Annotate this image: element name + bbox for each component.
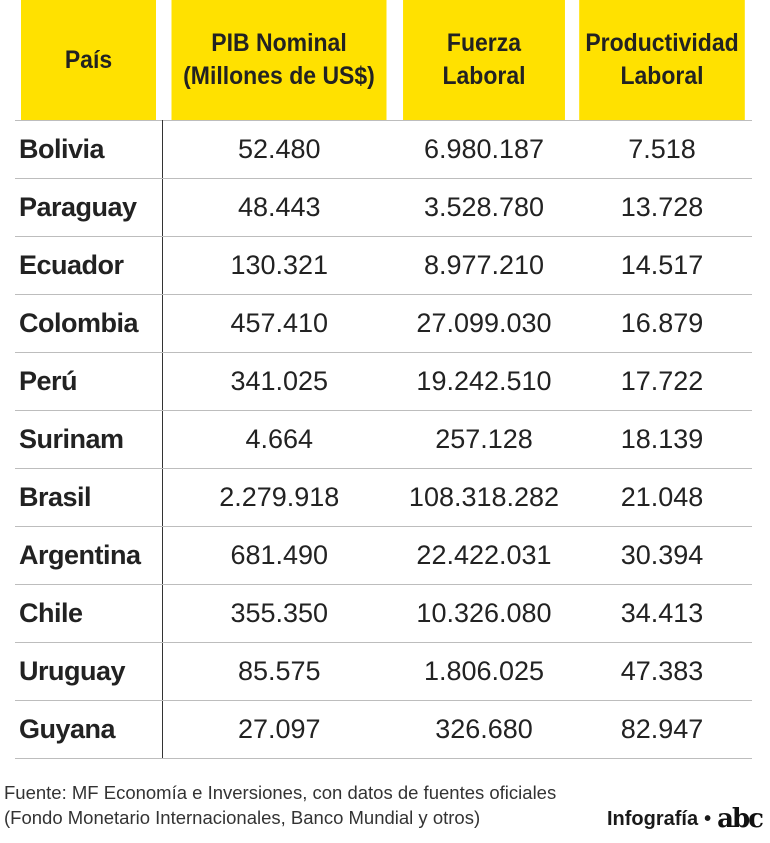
table-row: Guyana 27.097 326.680 82.947 [15, 700, 752, 759]
cell-labor-force: 19.242.510 [396, 352, 572, 411]
cell-labor-force: 8.977.210 [396, 236, 572, 295]
credit-separator: • [704, 807, 712, 830]
table-header: País PIB Nominal (Millones de US$) Fuerz… [15, 0, 752, 121]
cell-labor-force: 10.326.080 [396, 584, 572, 643]
credit: Infografía • abc [607, 804, 764, 834]
cell-productivity: 14.517 [572, 236, 752, 295]
cell-labor-force: 27.099.030 [396, 294, 572, 353]
table-row: Uruguay 85.575 1.806.025 47.383 [15, 642, 752, 701]
cell-gdp: 681.490 [162, 526, 396, 585]
cell-productivity: 82.947 [572, 700, 752, 759]
cell-gdp: 4.664 [162, 410, 396, 469]
cell-country: Argentina [15, 526, 163, 585]
cell-gdp: 48.443 [162, 178, 396, 237]
cell-productivity: 47.383 [572, 642, 752, 701]
source-note: Fuente: MF Economía e Inversiones, con d… [4, 780, 556, 830]
cell-country: Colombia [15, 294, 163, 353]
cell-gdp: 341.025 [162, 352, 396, 411]
table-row: Surinam 4.664 257.128 18.139 [15, 410, 752, 469]
table-row: Bolivia 52.480 6.980.187 7.518 [15, 120, 752, 179]
cell-gdp: 27.097 [162, 700, 396, 759]
table-row: Ecuador 130.321 8.977.210 14.517 [15, 236, 752, 295]
table-row: Chile 355.350 10.326.080 34.413 [15, 584, 752, 643]
header-row: País PIB Nominal (Millones de US$) Fuerz… [15, 0, 752, 121]
cell-country: Chile [15, 584, 163, 643]
data-table-container: País PIB Nominal (Millones de US$) Fuerz… [15, 0, 752, 759]
table-row: Brasil 2.279.918 108.318.282 21.048 [15, 468, 752, 527]
cell-productivity: 7.518 [572, 120, 752, 179]
credit-label: Infografía [607, 807, 699, 830]
cell-country: Surinam [15, 410, 163, 469]
cell-labor-force: 22.422.031 [396, 526, 572, 585]
cell-gdp: 130.321 [162, 236, 396, 295]
cell-country: Guyana [15, 700, 163, 759]
cell-country: Uruguay [15, 642, 163, 701]
table-row: Paraguay 48.443 3.528.780 13.728 [15, 178, 752, 237]
cell-productivity: 16.879 [572, 294, 752, 353]
cell-gdp: 457.410 [162, 294, 396, 353]
abc-logo: abc [717, 804, 764, 834]
cell-productivity: 17.722 [572, 352, 752, 411]
cell-labor-force: 326.680 [396, 700, 572, 759]
cell-productivity: 30.394 [572, 526, 752, 585]
cell-productivity: 34.413 [572, 584, 752, 643]
column-header-gdp: PIB Nominal (Millones de US$) [171, 0, 387, 121]
cell-gdp: 85.575 [162, 642, 396, 701]
cell-gdp: 2.279.918 [162, 468, 396, 527]
cell-labor-force: 6.980.187 [396, 120, 572, 179]
table-row: Perú 341.025 19.242.510 17.722 [15, 352, 752, 411]
cell-productivity: 21.048 [572, 468, 752, 527]
column-header-country: País [20, 0, 157, 121]
table-body: Bolivia 52.480 6.980.187 7.518 Paraguay … [15, 120, 752, 759]
source-line: (Fondo Monetario Internacionales, Banco … [4, 807, 481, 828]
cell-country: Brasil [15, 468, 163, 527]
cell-productivity: 18.139 [572, 410, 752, 469]
source-line: Fuente: MF Economía e Inversiones, con d… [4, 782, 557, 803]
column-header-productivity: Productividad Laboral [579, 0, 745, 121]
cell-gdp: 52.480 [162, 120, 396, 179]
cell-country: Paraguay [15, 178, 163, 237]
cell-country: Bolivia [15, 120, 163, 179]
cell-labor-force: 257.128 [396, 410, 572, 469]
cell-country: Perú [15, 352, 163, 411]
table-row: Argentina 681.490 22.422.031 30.394 [15, 526, 752, 585]
cell-labor-force: 108.318.282 [396, 468, 572, 527]
cell-country: Ecuador [15, 236, 163, 295]
table-row: Colombia 457.410 27.099.030 16.879 [15, 294, 752, 353]
cell-labor-force: 3.528.780 [396, 178, 572, 237]
cell-productivity: 13.728 [572, 178, 752, 237]
productivity-table: País PIB Nominal (Millones de US$) Fuerz… [15, 0, 752, 759]
column-header-labor-force: Fuerza Laboral [403, 0, 565, 121]
cell-gdp: 355.350 [162, 584, 396, 643]
cell-labor-force: 1.806.025 [396, 642, 572, 701]
